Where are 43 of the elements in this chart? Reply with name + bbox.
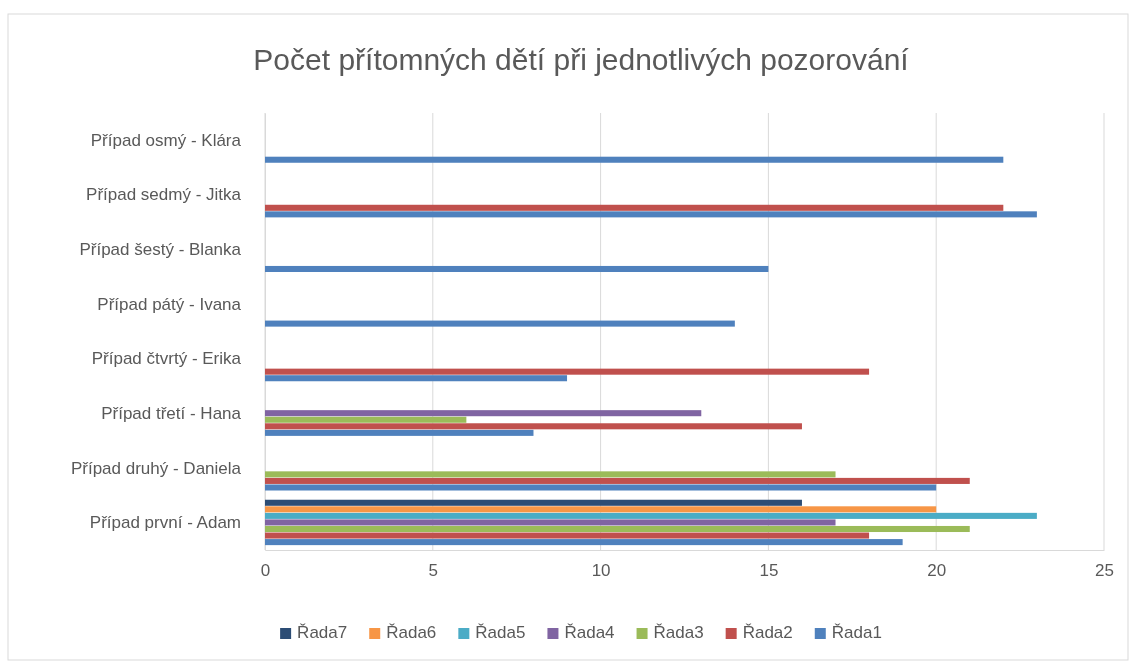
bar bbox=[265, 506, 937, 513]
bar bbox=[265, 519, 836, 526]
legend-label: Řada7 bbox=[297, 623, 348, 642]
chart-title: Počet přítomných dětí při jednotlivých pozorování bbox=[253, 43, 910, 76]
bar bbox=[265, 477, 970, 484]
bar bbox=[265, 499, 802, 506]
x-tick-label: 20 bbox=[927, 561, 947, 581]
legend-label: Řada4 bbox=[564, 623, 615, 642]
legend-label: Řada3 bbox=[653, 623, 704, 642]
legend-label: Řada5 bbox=[475, 623, 526, 642]
bar bbox=[265, 265, 769, 273]
bar bbox=[265, 368, 870, 375]
bar bbox=[265, 204, 1004, 211]
bar bbox=[265, 539, 903, 546]
legend-label: Řada2 bbox=[742, 623, 793, 642]
y-tick-label: Případ čtvrtý - Erika bbox=[91, 349, 242, 369]
y-tick-label: Případ druhý - Daniela bbox=[70, 458, 242, 478]
bar bbox=[265, 512, 1037, 519]
y-tick-label: Případ pátý - Ivana bbox=[97, 294, 242, 314]
y-tick-label: Případ třetí - Hana bbox=[101, 403, 242, 423]
x-tick-label: 25 bbox=[1095, 561, 1114, 581]
bar bbox=[265, 211, 1037, 218]
bar bbox=[265, 423, 802, 430]
bar bbox=[265, 410, 702, 417]
x-tick-label: 5 bbox=[428, 561, 439, 581]
bar bbox=[265, 416, 467, 423]
bar bbox=[265, 320, 735, 327]
bar bbox=[265, 429, 534, 436]
bar bbox=[265, 525, 970, 533]
bar bbox=[265, 532, 870, 539]
y-tick-label: Případ osmý - Klára bbox=[90, 130, 242, 150]
legend-label: Řada1 bbox=[831, 623, 882, 642]
legend-label: Řada6 bbox=[386, 623, 437, 642]
bar bbox=[265, 156, 1004, 163]
y-tick-label: Případ šestý - Blanka bbox=[79, 240, 242, 259]
x-tick-label: 15 bbox=[759, 561, 779, 581]
x-tick-label: 0 bbox=[260, 561, 271, 581]
x-tick-label: 10 bbox=[591, 561, 611, 581]
y-tick-label: Případ první - Adam bbox=[89, 513, 241, 533]
bar bbox=[265, 471, 836, 478]
bar bbox=[265, 484, 937, 491]
y-tick-label: Případ sedmý - Jitka bbox=[86, 185, 242, 205]
bar bbox=[265, 375, 568, 382]
